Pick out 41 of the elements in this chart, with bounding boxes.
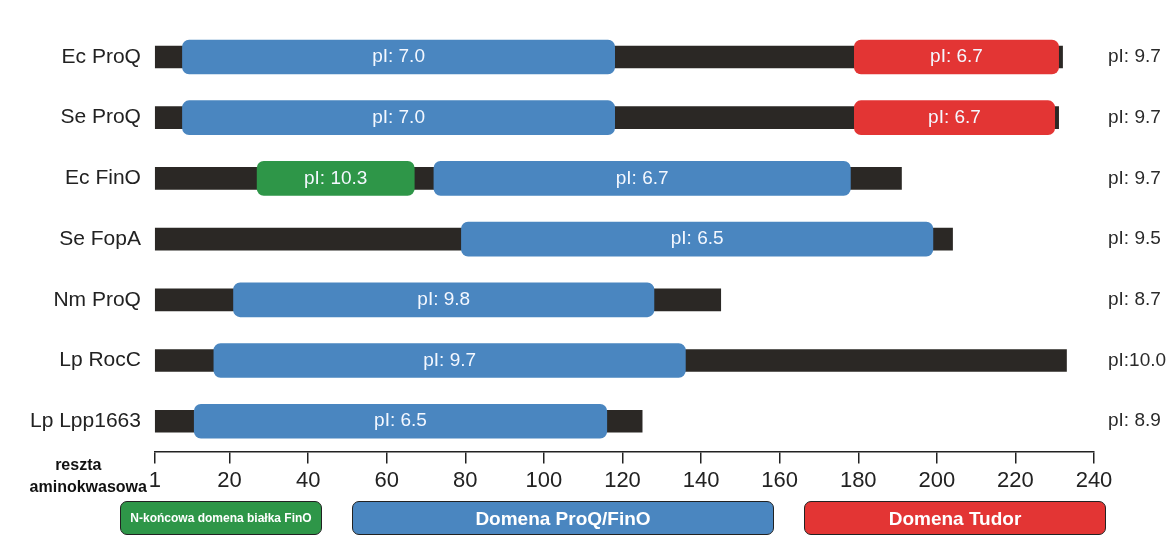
annotation: pI: 6.7 [930, 45, 983, 67]
text: pI: 9.5 [1108, 227, 1161, 249]
x-tick-label: 220 [997, 466, 1034, 492]
x-tick-label: 120 [604, 466, 641, 492]
annotation: pI: 6.7 [928, 105, 981, 127]
annotation: pI: 6.7 [615, 166, 669, 188]
x-axis-title: reszta aminokwasowa [29, 456, 148, 496]
text: pI: 9.7 [1108, 45, 1161, 67]
x-tick-label: 100 [525, 466, 563, 492]
text: pI: 9.7 [1108, 105, 1161, 127]
text: N-końcowa domena białka FinO [130, 510, 312, 525]
x-tick-label: 40 [295, 466, 321, 492]
x-tick-label: 180 [839, 466, 877, 492]
x-tick-label: 160 [761, 466, 799, 492]
text: pI: 8.9 [1108, 409, 1161, 431]
y-tick-label: Se ProQ [60, 104, 141, 128]
x-tick-label: 1 [148, 466, 162, 492]
x-tick-label: 60 [374, 466, 400, 492]
x-tick-label: 80 [453, 466, 478, 492]
annotation: pI: 7.0 [372, 105, 425, 127]
annotation: pI: 9.7 [423, 348, 477, 370]
annotation: pI: 10.3 [303, 166, 368, 188]
annotation: pI: 6.5 [670, 227, 724, 249]
annotation: pI: 9.8 [417, 288, 471, 310]
y-tick-label: Nm ProQ [53, 286, 141, 310]
y-tick-label: Ec ProQ [61, 43, 141, 67]
text: Domena ProQ/FinO [475, 507, 651, 529]
x-tick-label: 200 [918, 466, 956, 492]
annotation: pI: 7.0 [372, 45, 425, 67]
text: pI: 8.7 [1108, 288, 1161, 310]
y-tick-label: Se FopA [59, 225, 141, 249]
x-tick-label: 240 [1075, 466, 1113, 492]
y-tick-label: Lp Lpp1663 [29, 408, 141, 432]
text: Domena Tudor [888, 507, 1022, 529]
y-tick-label: Lp RocC [59, 347, 141, 371]
x-tick-label: 20 [217, 466, 242, 492]
y-tick-label: Ec FinO [65, 165, 141, 189]
text: pI:10.0 [1108, 348, 1167, 370]
text: pI: 9.7 [1108, 166, 1161, 188]
annotation: pI: 6.5 [374, 409, 427, 431]
x-tick-label: 140 [682, 466, 720, 492]
